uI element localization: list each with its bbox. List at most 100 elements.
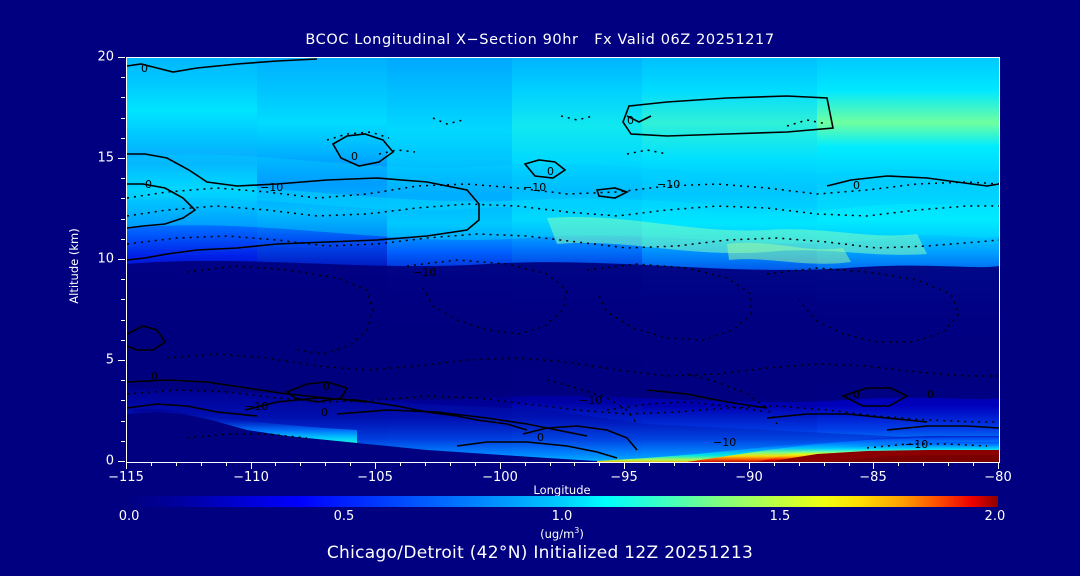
x-axis-minor-tick [400,462,401,466]
contour-label-neg10: −10 [523,181,546,194]
contour-label-0: 0 [853,179,860,192]
contour-label-neg10: −10 [579,394,602,407]
cross-section-heatmap: 0 0 0 0 0 0 0 0 0 0 0 0 −10 −10 [127,58,999,462]
x-axis-minor-tick [525,462,526,466]
y-axis-minor-tick [121,421,125,422]
contour-label-0: 0 [141,62,148,75]
contour-label-0: 0 [537,431,544,444]
x-axis-tick-label: −105 [357,470,393,485]
mid-troposphere-minimum [127,260,999,403]
y-axis-tick-label: 0 [105,453,114,469]
contour-label-0: 0 [627,114,634,127]
y-axis-tick [118,158,125,159]
x-axis-tick-label: −95 [610,470,638,485]
colorbar [126,496,998,507]
x-axis-minor-tick [151,462,152,466]
contour-label-0: 0 [547,165,554,178]
y-axis-minor-tick [121,299,125,300]
contour-label-neg10: −10 [245,400,268,413]
x-axis-minor-tick [724,462,725,466]
contour-label-neg10: −10 [713,436,736,449]
y-axis-minor-tick [121,239,125,240]
y-axis-tick [118,57,125,58]
y-axis-minor-tick [121,118,125,119]
y-axis-minor-tick [121,97,125,98]
x-axis-minor-tick [350,462,351,466]
colorbar-tick-labels: 0.0 0.5 1.0 1.5 2.0 [119,509,1005,525]
y-axis-minor-tick [121,320,125,321]
x-axis-tick-label: −85 [859,470,887,485]
x-axis-tick [251,462,252,469]
plot-area: 0 0 0 0 0 0 0 0 0 0 0 0 −10 −10 [126,57,1000,463]
y-axis-tick-label: 20 [97,49,114,65]
y-axis-tick [118,360,125,361]
y-axis-minor-tick [121,77,125,78]
x-axis-minor-tick [799,462,800,466]
upper-cyan-layer-2 [127,185,999,244]
x-axis-tick [749,462,750,469]
surface-plume-max-core [827,455,999,462]
colorbar-tick-label: 1.5 [769,509,791,524]
y-axis-tick [118,461,125,462]
contour-dashed-group [127,115,999,449]
colorbar-gradient [126,496,998,507]
x-axis-minor-tick [275,462,276,466]
y-axis-tick [118,259,125,260]
x-axis-minor-tick [425,462,426,466]
x-axis-minor-tick [898,462,899,466]
x-axis-minor-tick [550,462,551,466]
contour-label-0: 0 [145,178,152,191]
x-axis-tick-label: −110 [233,470,269,485]
x-axis-minor-tick [201,462,202,466]
x-axis-tick [500,462,501,469]
y-axis-tick-label: 15 [97,150,114,166]
contour-label-0: 0 [351,150,358,163]
x-axis-tick [126,462,127,469]
y-axis-minor-tick [121,138,125,139]
x-axis-minor-tick [450,462,451,466]
x-axis-minor-tick [774,462,775,466]
y-axis-minor-tick [121,340,125,341]
x-axis-minor-tick [824,462,825,466]
contour-solid-group [127,58,999,459]
x-axis-minor-tick [699,462,700,466]
x-axis-tick-label: −80 [984,470,1012,485]
y-axis-minor-tick [121,279,125,280]
x-axis-minor-tick [574,462,575,466]
x-axis-minor-tick [226,462,227,466]
y-axis-minor-tick [121,178,125,179]
green-patch [547,216,927,255]
figure-caption: Chicago/Detroit (42°N) Initialized 12Z 2… [326,543,754,563]
x-axis-tick [375,462,376,469]
contour-labels: 0 0 0 0 0 0 0 0 0 0 0 0 −10 −10 [141,62,934,451]
contour-label-0: 0 [853,388,860,401]
green-patch-2 [727,242,851,264]
contour-label-0: 0 [323,380,330,393]
x-axis-tick [624,462,625,469]
terrain-mask [127,412,999,462]
x-axis-minor-tick [649,462,650,466]
contour-label-0: 0 [321,406,328,419]
x-axis-minor-tick [300,462,301,466]
contour-label-neg10: −10 [657,178,680,191]
contour-label-neg10: −10 [413,266,436,279]
x-axis-minor-tick [599,462,600,466]
x-axis-minor-tick [849,462,850,466]
contour-label-neg10: −10 [905,438,928,451]
colorbar-units-label: (ug/m3) [540,526,584,541]
x-axis-tick-label: −100 [482,470,518,485]
x-axis-minor-tick [475,462,476,466]
x-axis-minor-tick [948,462,949,466]
x-axis-tick-label: −115 [108,470,144,485]
colorbar-tick-label: 2.0 [984,509,1006,524]
contour-label-neg10: −10 [260,181,283,194]
x-axis-tick [873,462,874,469]
y-axis-minor-tick [121,441,125,442]
x-axis-tick [998,462,999,469]
y-axis-title: Altitude (km) [67,228,81,304]
colorbar-tick-label: 1.0 [551,509,573,524]
y-axis-minor-tick [121,198,125,199]
page-title: BCOC Longitudinal X−Section 90hr Fx Vali… [305,32,775,48]
x-axis-title: Longitude [533,483,591,497]
